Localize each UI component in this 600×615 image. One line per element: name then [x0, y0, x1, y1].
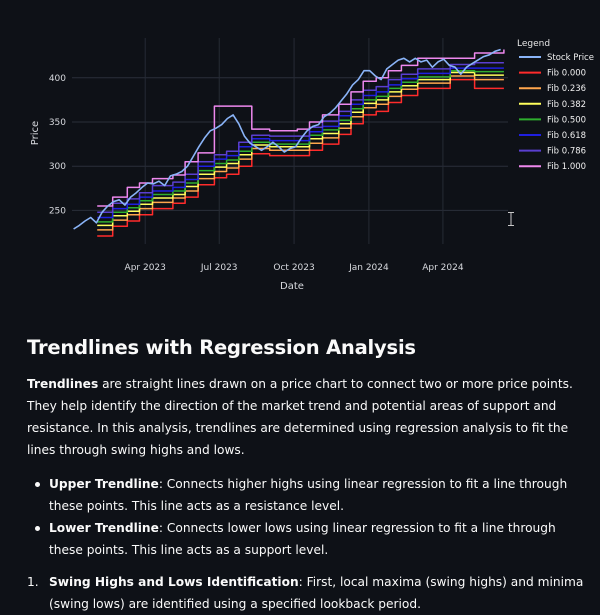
list-item: Lower Trendline: Connects lower lows usi… — [35, 517, 587, 561]
legend-entry-label: Fib 0.236 — [547, 84, 586, 94]
series-line-fib-1-000 — [97, 49, 505, 207]
x-axis-title: Date — [280, 281, 304, 292]
x-tick-label: Apr 2023 — [125, 263, 166, 273]
article: Trendlines with Regression Analysis Tren… — [27, 336, 587, 615]
list-item: Upper Trendline: Connects higher highs u… — [35, 473, 587, 517]
trendline-bullet-list: Upper Trendline: Connects higher highs u… — [27, 473, 587, 561]
list-item: 1. Swing Highs and Lows Identification: F… — [27, 571, 587, 615]
legend-entry-label: Fib 0.500 — [547, 115, 586, 125]
legend-entry-label: Fib 0.618 — [547, 131, 586, 141]
y-axis-title: Price — [30, 121, 41, 145]
x-tick-label: Jul 2023 — [200, 263, 238, 273]
y-tick-label: 300 — [49, 162, 66, 172]
bullet-term: Upper Trendline — [49, 477, 159, 491]
text-cursor-icon — [508, 212, 514, 226]
intro-paragraph: Trendlines are straight lines drawn on a… — [27, 373, 587, 461]
legend-entry-label: Stock Price — [547, 53, 594, 63]
legend-entry-label: Fib 0.382 — [547, 100, 586, 110]
legend-entry-label: Fib 0.786 — [547, 147, 586, 157]
series-line-stock-price — [73, 48, 501, 230]
steps-list: 1. Swing Highs and Lows Identification: F… — [27, 571, 587, 615]
bullet-term: Lower Trendline — [49, 521, 159, 535]
y-tick-label: 400 — [49, 74, 66, 84]
x-tick-label: Apr 2024 — [422, 263, 464, 273]
legend-entry-label: Fib 0.000 — [547, 69, 586, 79]
bullet-text: : Connects lower lows using linear regre… — [49, 521, 556, 557]
y-tick-label: 250 — [49, 206, 66, 216]
chart-svg: 250 300 350 400 Apr 2023 Jul 2023 Oct 2023 Jan … — [30, 38, 594, 292]
y-tick-label: 350 — [49, 118, 66, 128]
intro-bold-term: Trendlines — [27, 377, 99, 391]
section-heading: Trendlines with Regression Analysis — [27, 336, 416, 359]
legend-entry-label: Fib 1.000 — [547, 162, 586, 172]
step-term: Swing Highs and Lows Identification — [49, 575, 299, 589]
x-tick-label: Jan 2024 — [348, 263, 389, 273]
intro-text: are straight lines drawn on a price char… — [27, 377, 573, 457]
bullet-text: : Connects higher highs using linear reg… — [49, 477, 568, 513]
x-tick-label: Oct 2023 — [273, 263, 314, 273]
fibonacci-chart[interactable]: 250 300 350 400 Apr 2023 Jul 2023 Oct 2023 Jan … — [0, 0, 600, 310]
step-number: 1. — [27, 575, 39, 589]
series-line-fib-0-786 — [97, 62, 504, 213]
legend-title: Legend — [517, 39, 550, 49]
